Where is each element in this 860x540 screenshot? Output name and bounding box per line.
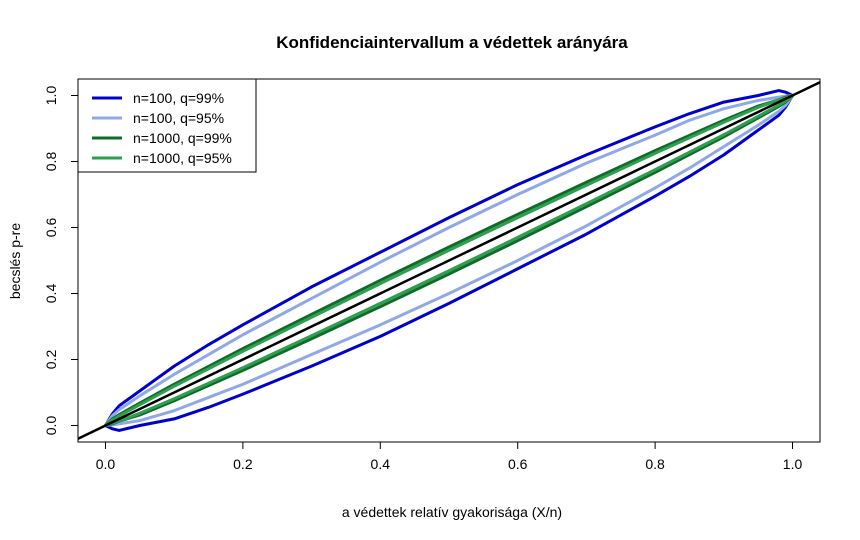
legend: n=100, q=99% n=100, q=95% n=1000, q=99% n=1…: [77, 78, 257, 173]
reference-line-layer: [78, 81, 820, 440]
x-axis: 0.0 0.2 0.4 0.6 0.8 1.0: [96, 441, 803, 472]
chart-title: Konfidenciaintervallum a védettek arányá…: [276, 33, 628, 52]
x-tick-label-5: 1.0: [783, 456, 803, 472]
x-tick-label-1: 0.2: [233, 456, 253, 472]
legend-label-1: n=100, q=99%: [133, 90, 224, 106]
y-tick-label-0: 0.0: [43, 416, 59, 436]
series-4-lower-line: [103, 94, 795, 427]
y-tick-label-1: 0.2: [43, 350, 59, 370]
x-tick-label-3: 0.6: [508, 456, 528, 472]
series-1-upper-line: [103, 89, 795, 427]
x-tick-label-4: 0.8: [645, 456, 665, 472]
series-4-upper-line: [103, 94, 795, 427]
y-axis: 0.0 0.2 0.4 0.6 0.8 1.0: [43, 86, 79, 436]
legend-label-3: n=1000, q=99%: [133, 130, 232, 146]
legend-label-4: n=1000, q=95%: [133, 150, 232, 166]
series-1-lower-line: [103, 94, 795, 432]
x-tick-label-2: 0.4: [371, 456, 391, 472]
series-layer: [103, 89, 795, 432]
y-tick-label-5: 1.0: [43, 86, 59, 106]
x-axis-label: a védettek relatív gyakorisága (X/n): [342, 504, 562, 520]
y-tick-label-3: 0.6: [43, 218, 59, 238]
y-axis-label: becslés p-re: [7, 223, 23, 299]
y-tick-label-4: 0.8: [43, 152, 59, 172]
y-tick-label-2: 0.4: [43, 284, 59, 304]
reference-line: [78, 81, 820, 440]
legend-label-2: n=100, q=95%: [133, 110, 224, 126]
series-2-lower-line: [103, 94, 795, 427]
x-tick-label-0: 0.0: [96, 456, 116, 472]
series-2-upper-line: [103, 94, 795, 427]
